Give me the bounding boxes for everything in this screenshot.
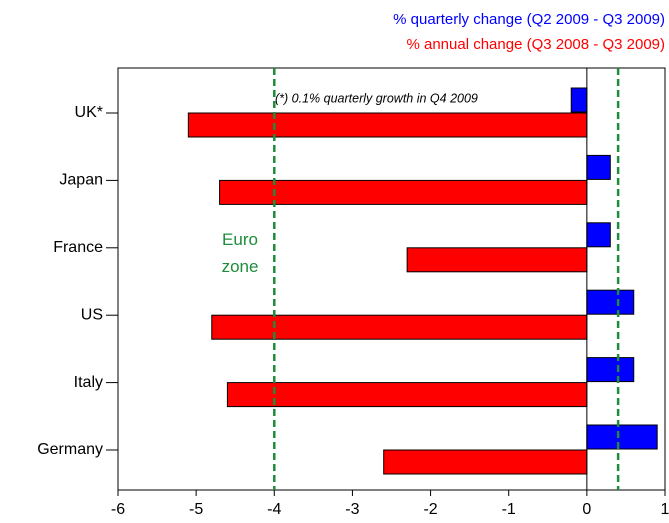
bar — [570, 87, 588, 113]
reference-label: Euro zone — [222, 230, 259, 276]
x-tick-label: -1 — [502, 501, 516, 518]
x-tick-label: -5 — [189, 501, 203, 518]
x-tick-label: -2 — [423, 501, 437, 518]
x-tick-label: 1 — [661, 501, 669, 518]
bar — [211, 314, 588, 340]
bar — [586, 424, 658, 450]
legend-label: % annual change (Q3 2008 - Q3 2009) — [406, 36, 665, 53]
bar — [219, 179, 588, 205]
bar — [586, 154, 611, 180]
bar — [383, 449, 588, 475]
y-tick-label: UK* — [75, 104, 103, 121]
y-tick-label: Japan — [59, 172, 103, 189]
x-tick-label: -6 — [111, 501, 125, 518]
bar — [226, 382, 588, 408]
y-tick-label: Germany — [37, 441, 103, 458]
legend-label: % quarterly change (Q2 2009 - Q3 2009) — [393, 11, 665, 28]
bar — [586, 222, 611, 248]
bar — [187, 112, 588, 138]
annotation: (*) 0.1% quarterly growth in Q4 2009 — [275, 91, 478, 105]
y-tick-label: France — [53, 239, 103, 256]
plot-frame — [117, 67, 666, 491]
y-tick-label: Italy — [74, 374, 103, 391]
x-tick-label: -3 — [345, 501, 359, 518]
bar — [586, 289, 635, 315]
x-tick-label: 0 — [582, 501, 591, 518]
bar — [406, 247, 588, 273]
y-tick-label: US — [81, 306, 103, 323]
x-tick-label: -4 — [267, 501, 281, 518]
bar — [586, 357, 635, 383]
